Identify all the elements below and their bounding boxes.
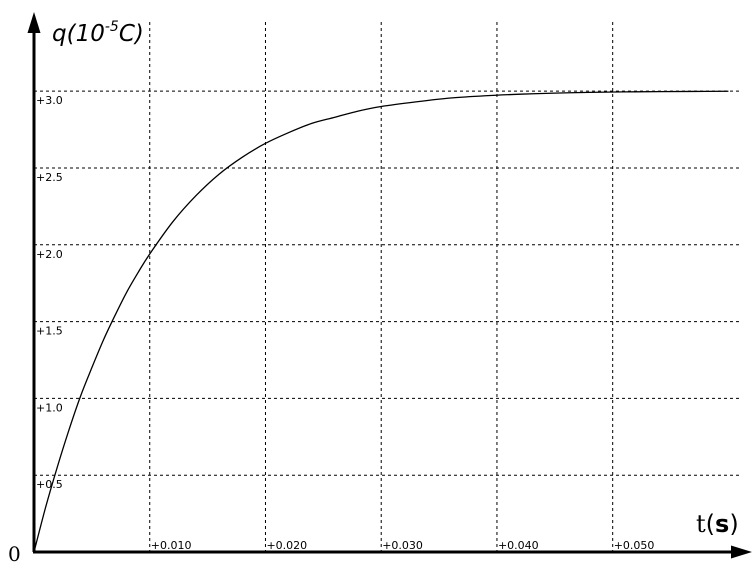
x-tick-label: +0.030 bbox=[382, 539, 423, 552]
x-axis-label-unit: s bbox=[715, 510, 729, 538]
x-axis-arrow bbox=[731, 545, 752, 559]
grid-lines bbox=[34, 22, 740, 552]
charge-curve bbox=[33, 90, 729, 553]
y-axis-label-suffix: ) bbox=[133, 21, 144, 47]
y-tick-label: +2.0 bbox=[36, 248, 63, 261]
x-axis-label-symbol: t bbox=[696, 510, 706, 538]
y-tick-label: +0.5 bbox=[36, 478, 63, 491]
x-tick-label: +0.040 bbox=[498, 539, 539, 552]
tick-labels: +0.010 +0.020 +0.030 +0.040 +0.050 +0.5 +1.0 +1… bbox=[36, 94, 654, 552]
y-axis-label-exponent: -5 bbox=[105, 19, 119, 35]
y-axis-label: q(10-5C) bbox=[52, 19, 144, 47]
y-axis-arrow bbox=[27, 12, 41, 33]
x-tick-label: +0.010 bbox=[151, 539, 192, 552]
x-axis-label-open-paren: ( bbox=[706, 510, 715, 538]
y-tick-label: +1.0 bbox=[36, 401, 63, 414]
y-tick-label: +1.5 bbox=[36, 325, 63, 338]
x-axis-label: t(s) bbox=[696, 510, 739, 538]
x-tick-label: +0.050 bbox=[614, 539, 655, 552]
origin-label: 0 bbox=[8, 542, 21, 562]
x-tick-label: +0.020 bbox=[266, 539, 307, 552]
y-axis-label-prefix: q(10 bbox=[52, 21, 105, 47]
y-tick-label: +2.5 bbox=[36, 171, 63, 184]
y-axis-label-unit: C bbox=[119, 21, 135, 47]
y-tick-label: +3.0 bbox=[36, 94, 63, 107]
x-axis-label-close-paren: ) bbox=[729, 510, 738, 538]
